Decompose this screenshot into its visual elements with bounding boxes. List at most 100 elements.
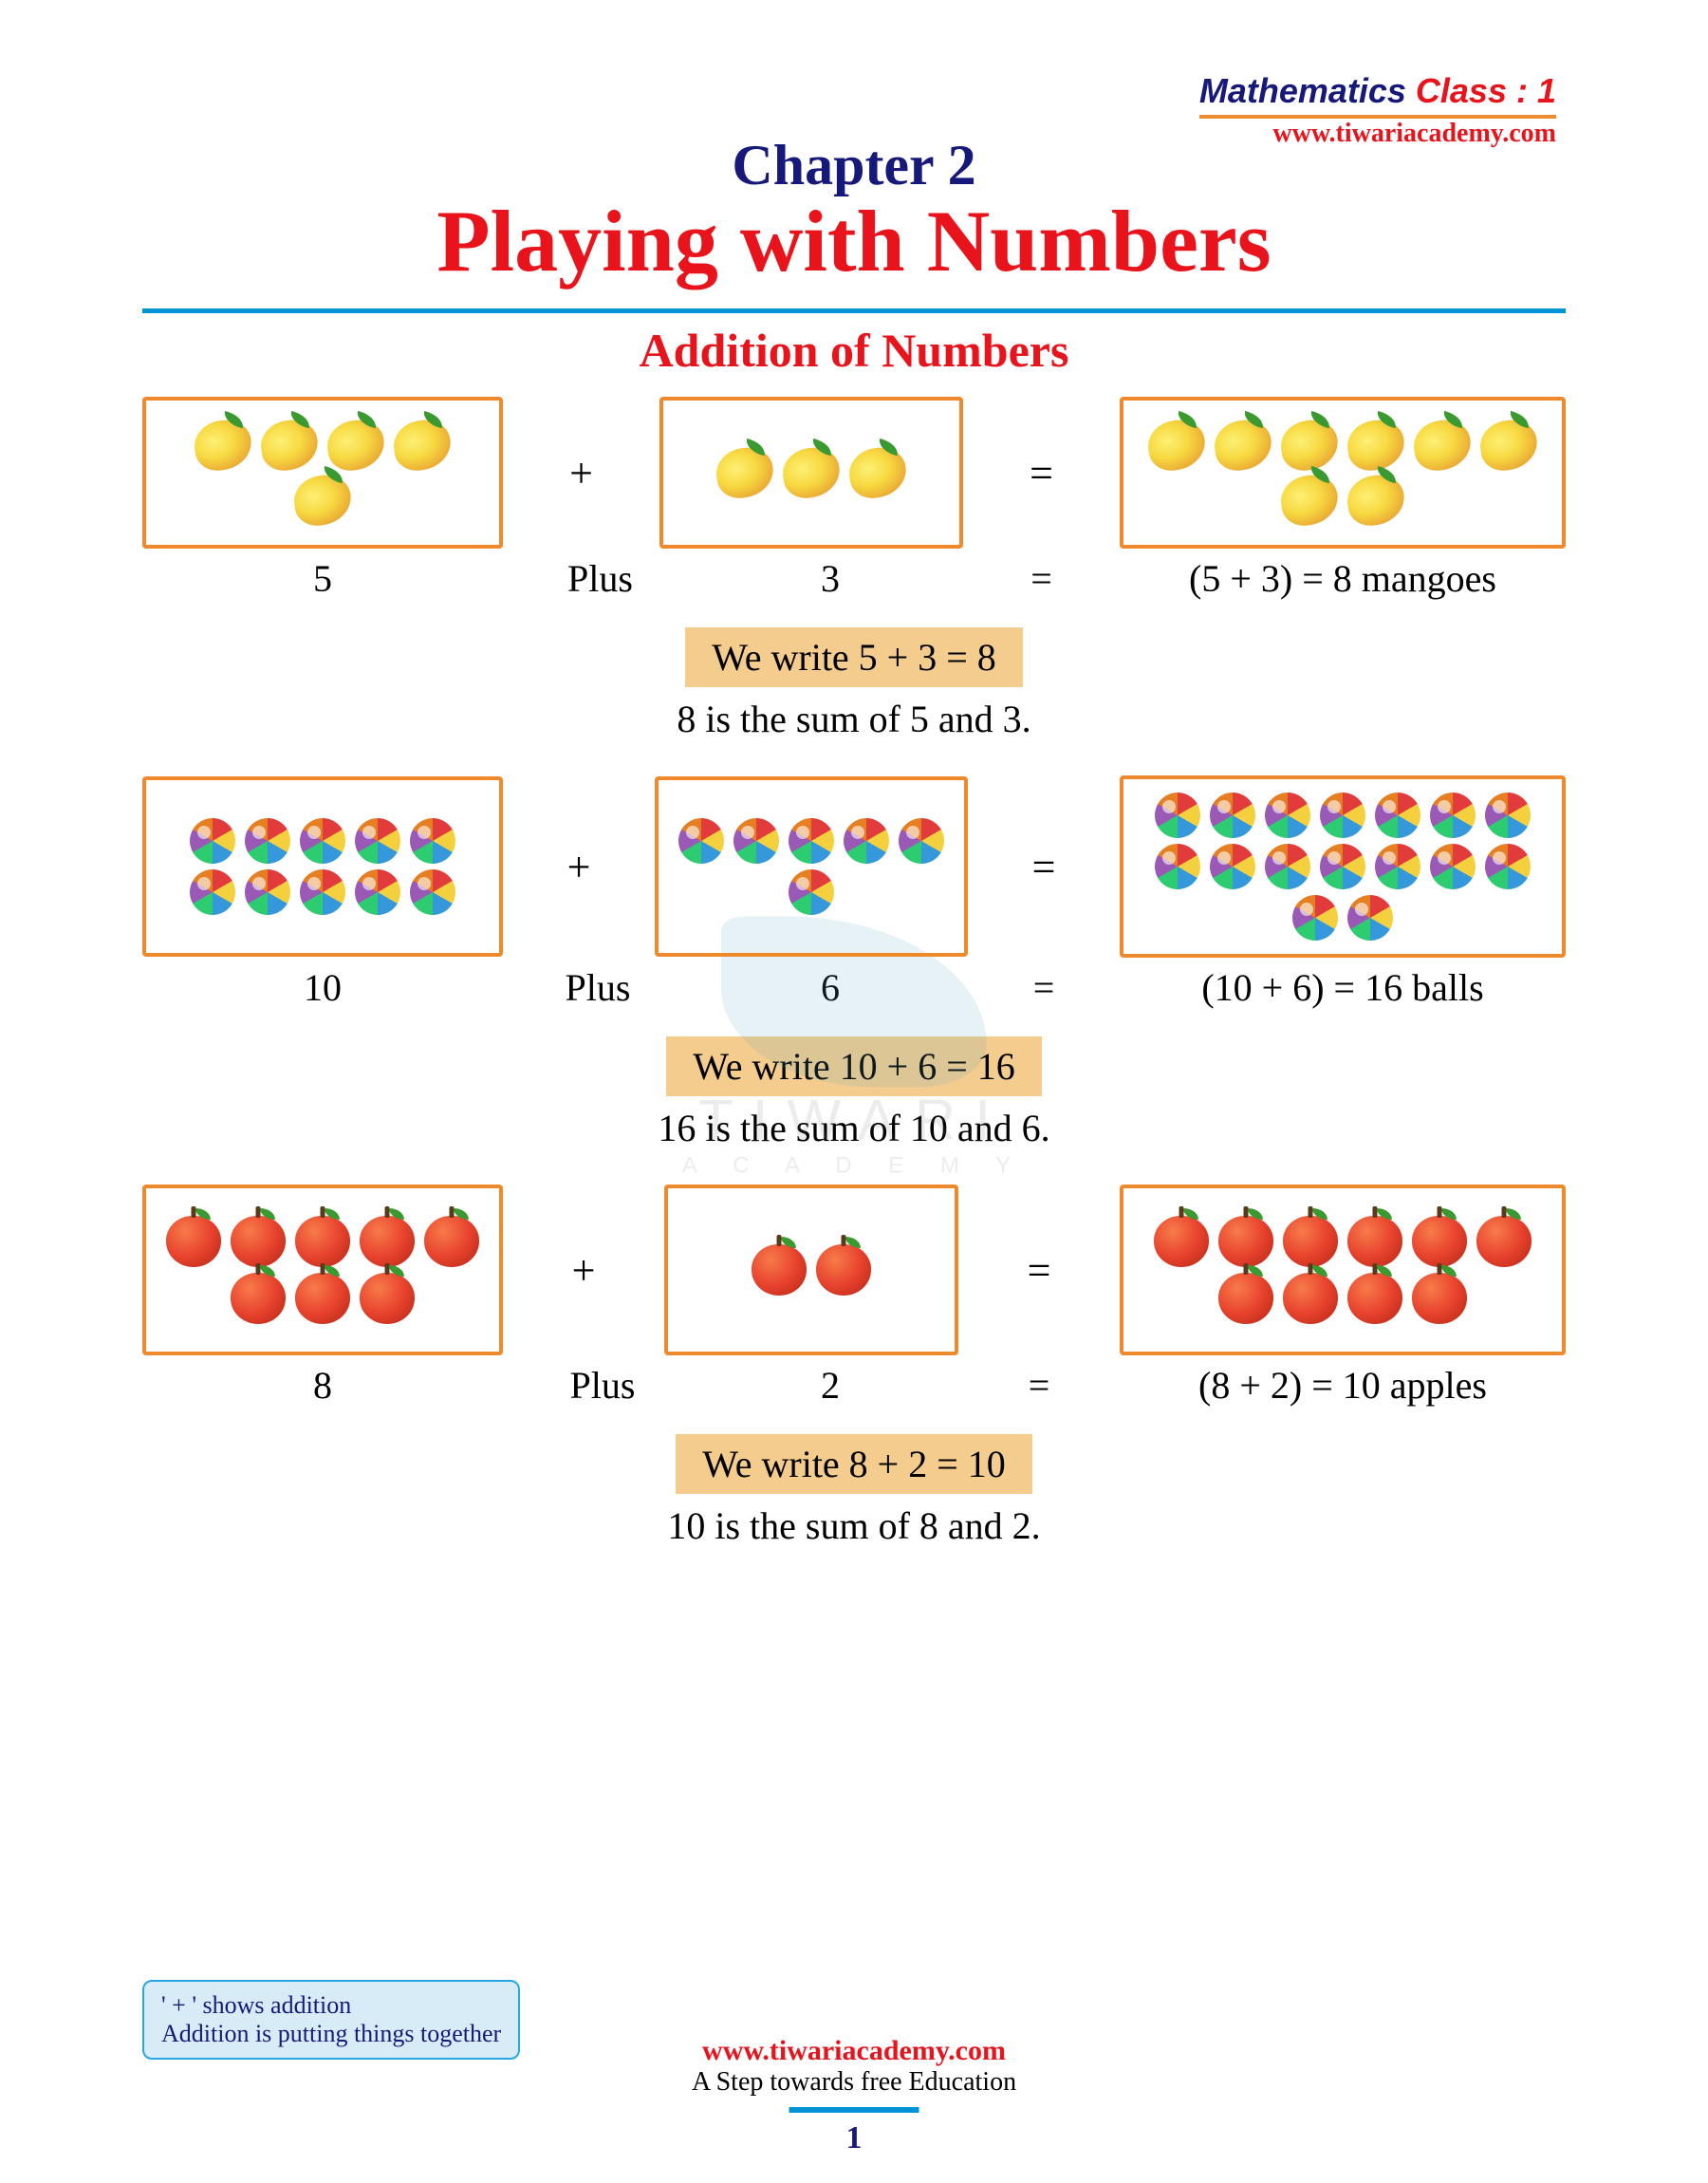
plus-word: Plus bbox=[555, 965, 640, 1010]
sum-statement: 10 is the sum of 8 and 2. bbox=[142, 1503, 1566, 1548]
operand-box-b bbox=[664, 1185, 958, 1355]
equals-symbol: = bbox=[1015, 1246, 1063, 1295]
result-label: (8 + 2) = 10 apples bbox=[1120, 1363, 1566, 1408]
operand-box-b bbox=[659, 397, 963, 549]
ball-icon bbox=[1292, 895, 1338, 941]
ball-icon bbox=[410, 869, 455, 915]
mango-icon bbox=[258, 417, 322, 474]
apple-icon bbox=[360, 1273, 415, 1324]
problems-container: +=5Plus3=(5 + 3) = 8 mangoesWe write 5 +… bbox=[142, 397, 1566, 1548]
ball-icon bbox=[1155, 793, 1200, 838]
ball-icon bbox=[1320, 844, 1365, 889]
apple-icon bbox=[424, 1216, 479, 1267]
page-number: 1 bbox=[789, 2107, 919, 2156]
mango-icon bbox=[1345, 472, 1408, 529]
mango-icon bbox=[1278, 472, 1342, 529]
header-block: Mathematics Class : 1 www.tiwariacademy.… bbox=[1199, 71, 1556, 149]
mango-icon bbox=[1278, 417, 1342, 474]
subtitle: Addition of Numbers bbox=[142, 323, 1566, 378]
mango-icon bbox=[291, 472, 355, 529]
ball-icon bbox=[355, 869, 400, 915]
ball-icon bbox=[410, 818, 455, 864]
footer-tagline: A Step towards free Education bbox=[0, 2067, 1708, 2098]
ball-icon bbox=[1265, 844, 1310, 889]
sum-statement: 8 is the sum of 5 and 3. bbox=[142, 697, 1566, 741]
write-highlight: We write 8 + 2 = 10 bbox=[676, 1434, 1032, 1494]
ball-icon bbox=[300, 869, 345, 915]
apple-icon bbox=[1154, 1216, 1209, 1267]
mango-icon bbox=[714, 444, 777, 501]
apple-icon bbox=[1218, 1273, 1273, 1324]
apple-icon bbox=[1283, 1273, 1338, 1324]
plus-word: Plus bbox=[558, 556, 643, 601]
ball-icon bbox=[1265, 793, 1310, 838]
apple-icon bbox=[1218, 1216, 1273, 1267]
ball-icon bbox=[844, 818, 889, 864]
plus-symbol: + bbox=[555, 843, 603, 891]
result-box bbox=[1120, 397, 1566, 549]
sum-statement: 16 is the sum of 10 and 6. bbox=[142, 1106, 1566, 1150]
mango-icon bbox=[1145, 417, 1209, 474]
header-url: www.tiwariacademy.com bbox=[1199, 119, 1556, 149]
apple-icon bbox=[752, 1244, 807, 1296]
plus-symbol: + bbox=[560, 1246, 607, 1295]
class-label: Mathematics Class : 1 bbox=[1199, 71, 1556, 111]
operand-b-label: 2 bbox=[702, 1363, 958, 1408]
ball-icon bbox=[1320, 793, 1365, 838]
label-row: 8Plus2=(8 + 2) = 10 apples bbox=[142, 1363, 1566, 1408]
equals-symbol: = bbox=[1020, 843, 1068, 891]
label-row: 10Plus6=(10 + 6) = 16 balls bbox=[142, 965, 1566, 1010]
ball-icon bbox=[899, 818, 944, 864]
ball-icon bbox=[190, 818, 235, 864]
apple-icon bbox=[1347, 1216, 1402, 1267]
apple-icon bbox=[295, 1273, 350, 1324]
apple-icon bbox=[1476, 1216, 1532, 1267]
ball-icon bbox=[678, 818, 724, 864]
title-rule bbox=[142, 308, 1566, 313]
plus-symbol: + bbox=[558, 449, 605, 497]
mango-icon bbox=[846, 444, 910, 501]
mango-icon bbox=[391, 417, 455, 474]
mango-icon bbox=[1411, 417, 1475, 474]
operand-a-label: 10 bbox=[142, 965, 503, 1010]
equals-symbol: = bbox=[1018, 449, 1066, 497]
operand-box-a bbox=[142, 397, 503, 549]
result-box bbox=[1120, 1185, 1566, 1355]
apple-icon bbox=[816, 1244, 871, 1296]
picture-row: += bbox=[142, 1185, 1566, 1355]
ball-icon bbox=[1155, 844, 1200, 889]
apple-icon bbox=[231, 1216, 286, 1267]
ball-icon bbox=[789, 818, 834, 864]
ball-icon bbox=[1210, 844, 1255, 889]
picture-row: += bbox=[142, 775, 1566, 958]
ball-icon bbox=[245, 869, 290, 915]
ball-icon bbox=[1210, 793, 1255, 838]
operand-b-label: 3 bbox=[697, 556, 963, 601]
label-row: 5Plus3=(5 + 3) = 8 mangoes bbox=[142, 556, 1566, 601]
mango-icon bbox=[780, 444, 844, 501]
ball-icon bbox=[245, 818, 290, 864]
mango-icon bbox=[1212, 417, 1275, 474]
mango-icon bbox=[325, 417, 388, 474]
ball-icon bbox=[1375, 793, 1420, 838]
problem-block: +=5Plus3=(5 + 3) = 8 mangoesWe write 5 +… bbox=[142, 397, 1566, 741]
problem-block: +=8Plus2=(8 + 2) = 10 applesWe write 8 +… bbox=[142, 1185, 1566, 1548]
apple-icon bbox=[1347, 1273, 1402, 1324]
ball-icon bbox=[1375, 844, 1420, 889]
operand-box-b bbox=[655, 776, 968, 957]
operand-box-a bbox=[142, 776, 503, 957]
apple-icon bbox=[231, 1273, 286, 1324]
ball-icon bbox=[355, 818, 400, 864]
write-highlight: We write 5 + 3 = 8 bbox=[685, 627, 1023, 687]
mango-icon bbox=[1345, 417, 1408, 474]
ball-icon bbox=[789, 869, 834, 915]
footer: www.tiwariacademy.com A Step towards fre… bbox=[0, 2035, 1708, 2098]
ball-icon bbox=[1430, 793, 1476, 838]
ball-icon bbox=[1430, 844, 1476, 889]
footer-url: www.tiwariacademy.com bbox=[0, 2035, 1708, 2067]
ball-icon bbox=[300, 818, 345, 864]
problem-block: +=10Plus6=(10 + 6) = 16 ballsWe write 10… bbox=[142, 775, 1566, 1150]
ball-icon bbox=[1485, 793, 1531, 838]
ball-icon bbox=[1347, 895, 1393, 941]
operand-a-label: 8 bbox=[142, 1363, 503, 1408]
